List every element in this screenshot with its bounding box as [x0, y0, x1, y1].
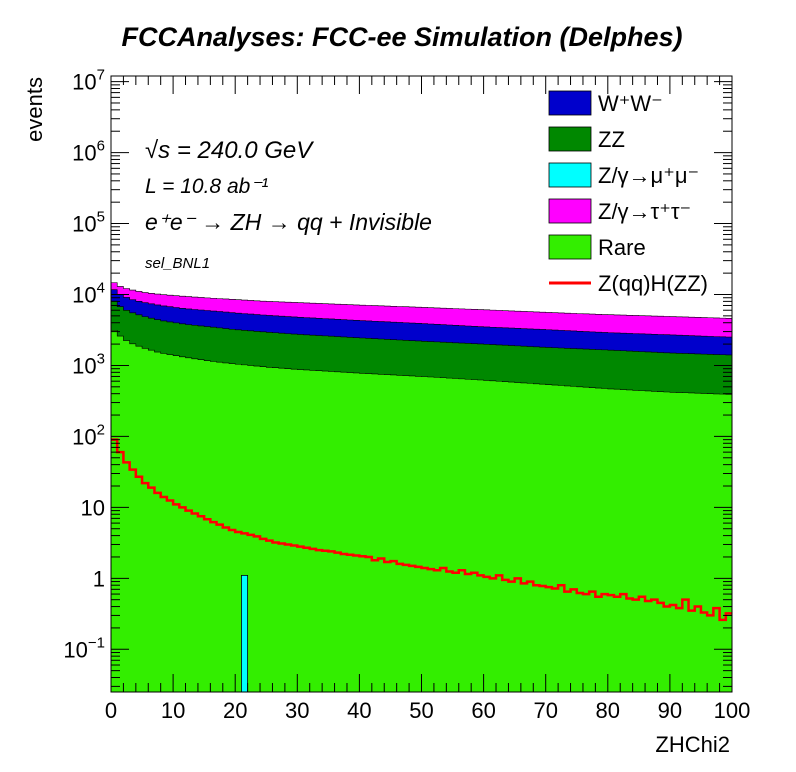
legend-item: W⁺W⁻: [548, 90, 663, 116]
legend-item: Rare: [548, 234, 646, 260]
x-tick-label: 30: [285, 698, 309, 723]
y-tick-label: 1: [93, 566, 105, 591]
y-axis-label: events: [22, 77, 47, 142]
legend-item: Z/γ→μ⁺μ⁻: [548, 162, 699, 188]
x-axis-label: ZHChi2: [655, 732, 730, 757]
legend-label: Z/γ→μ⁺μ⁻: [598, 163, 699, 188]
plot-area: [110, 282, 733, 693]
legend-swatch: [548, 162, 592, 188]
x-tick-label: 50: [409, 698, 433, 723]
x-tick-label: 40: [347, 698, 371, 723]
annotation-process: e⁺e⁻ → ZH → qq + Invisible: [145, 209, 432, 235]
legend-label: Z/γ→τ⁺τ⁻: [598, 199, 691, 224]
x-tick-label: 100: [714, 698, 751, 723]
legend-label: W⁺W⁻: [598, 91, 663, 116]
x-tick-label: 0: [105, 698, 117, 723]
annotation-selection: sel_BNL1: [145, 255, 210, 272]
legend-swatch: [548, 90, 592, 116]
muon-bin: [241, 574, 249, 693]
signal-line: [111, 438, 732, 622]
annotations: √s = 240.0 GeV L = 10.8 ab⁻¹ e⁺e⁻ → ZH →…: [145, 137, 432, 272]
legend-item: Z/γ→τ⁺τ⁻: [548, 198, 691, 224]
x-tick-label: 20: [223, 698, 247, 723]
x-tick-label: 90: [658, 698, 682, 723]
chart-title: FCCAnalyses: FCC-ee Simulation (Delphes): [121, 22, 682, 52]
x-tick-label: 70: [533, 698, 557, 723]
series-rare: [110, 329, 733, 693]
legend-label: ZZ: [598, 127, 625, 152]
x-tick-label: 80: [596, 698, 620, 723]
legend: W⁺W⁻ ZZ Z/γ→μ⁺μ⁻ Z/γ→τ⁺τ⁻ Rare Z(qq)H(ZZ): [548, 90, 708, 296]
x-tick-label: 10: [161, 698, 185, 723]
annotation-sqrt-s: √s = 240.0 GeV: [145, 137, 314, 164]
legend-label: Z(qq)H(ZZ): [598, 271, 708, 296]
legend-swatch: [548, 198, 592, 224]
x-tick-label: 60: [471, 698, 495, 723]
legend-item: ZZ: [548, 126, 625, 152]
y-tick-label: 10: [81, 495, 105, 520]
legend-label: Rare: [598, 235, 646, 260]
legend-swatch: [548, 126, 592, 152]
x-axis: 0 10 20 30 40 50 60 70 80 90 100: [105, 76, 750, 723]
annotation-lumi: L = 10.8 ab⁻¹: [145, 175, 268, 198]
legend-swatch: [548, 234, 592, 260]
legend-item: Z(qq)H(ZZ): [549, 271, 708, 296]
